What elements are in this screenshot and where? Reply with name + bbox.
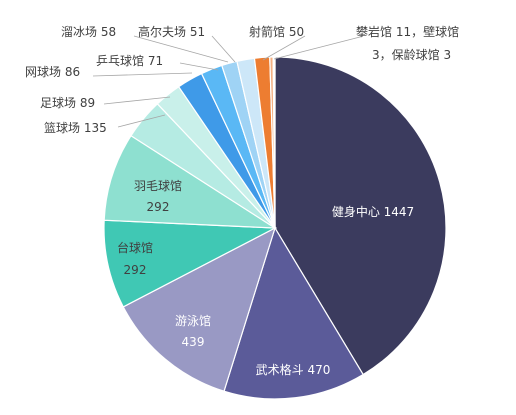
- data-label-4-line2: 292: [124, 263, 147, 277]
- data-label-4-line1: 台球馆: [117, 240, 153, 255]
- data-label-1: 健身中心 1447: [332, 204, 414, 219]
- data-label-3-line1: 游泳馆: [175, 313, 211, 328]
- pie-slice-2: [223, 226, 364, 400]
- data-label-7: 足球场 89: [40, 96, 95, 110]
- pie-slice-1: [274, 56, 447, 376]
- data-label-12: 射箭馆 50: [249, 24, 304, 39]
- leader-line: [92, 72, 193, 77]
- leader-line: [211, 35, 236, 63]
- data-label-9: 乒乓球馆 71: [96, 53, 163, 68]
- leader-line: [262, 35, 306, 61]
- data-label-5-line2: 292: [147, 200, 170, 214]
- data-label-13-line1: 攀岩馆 11，壁球馆: [356, 24, 459, 39]
- pie-slice-4: [103, 219, 278, 308]
- data-label-5-line1: 羽毛球馆: [134, 178, 182, 193]
- data-label-10: 高尔夫场 51: [138, 24, 205, 39]
- data-label-13-line2: 3，保龄球馆 3: [372, 47, 451, 62]
- data-label-11: 溜冰场 58: [61, 24, 116, 39]
- leader-line: [117, 114, 166, 128]
- data-label-3-line2: 439: [182, 335, 205, 349]
- data-label-8: 网球场 86: [25, 65, 80, 79]
- leader-line: [179, 62, 219, 71]
- leader-line: [133, 35, 229, 63]
- data-label-6: 篮球场 135: [44, 120, 107, 135]
- leader-line: [103, 96, 171, 105]
- pie-slice-15: [273, 56, 276, 229]
- pie-slice-3: [122, 226, 277, 392]
- leader-line: [273, 36, 361, 60]
- data-label-2: 武术格斗 470: [256, 362, 331, 377]
- pie-slice-5: [103, 134, 278, 229]
